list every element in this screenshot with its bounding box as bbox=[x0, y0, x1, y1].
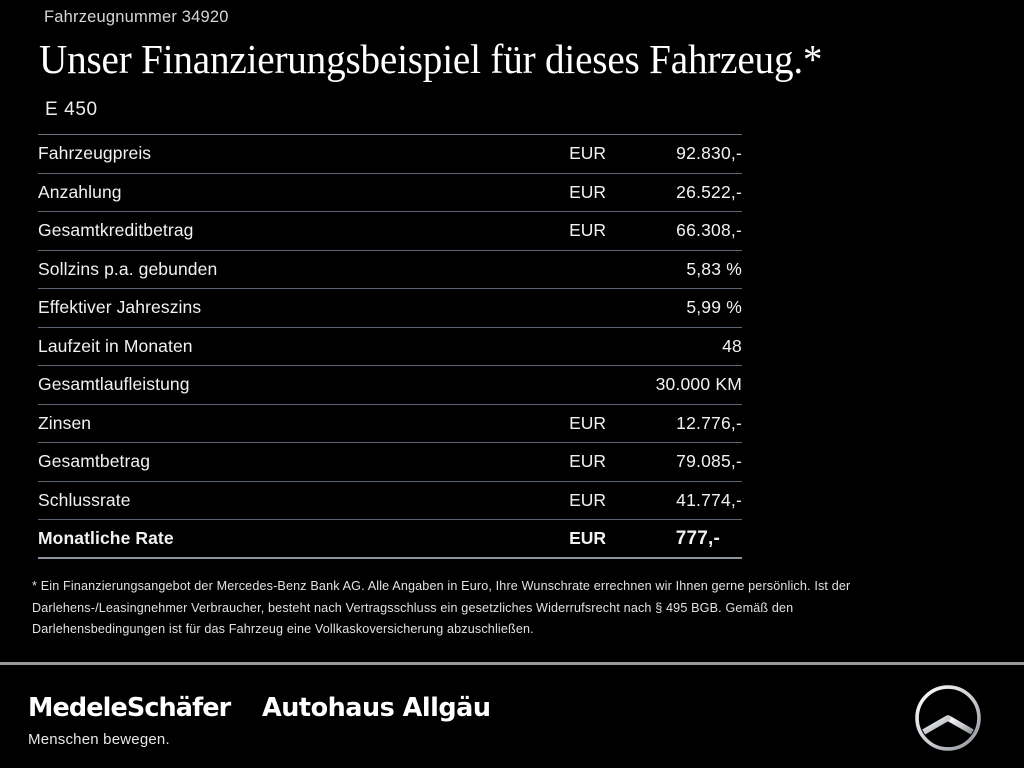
mercedes-benz-star-icon bbox=[912, 682, 984, 754]
row-value: 30.000 KM bbox=[606, 365, 742, 405]
table-row: Effektiver Jahreszins 5,99 % bbox=[38, 288, 742, 328]
page-footer: MedeleSchäfer Menschen bewegen. Autohaus… bbox=[0, 665, 1024, 768]
row-currency: EUR bbox=[464, 442, 607, 482]
row-currency bbox=[464, 365, 607, 405]
row-value: 5,99 % bbox=[606, 288, 742, 328]
footer-divider bbox=[0, 662, 1024, 665]
row-label: Fahrzeugpreis bbox=[38, 134, 465, 174]
table-row: Gesamtlaufleistung 30.000 KM bbox=[38, 365, 742, 405]
row-value: 5,83 % bbox=[606, 250, 742, 289]
row-currency: EUR bbox=[464, 211, 607, 251]
row-value: 12.776,- bbox=[606, 404, 742, 443]
row-label: Gesamtkreditbetrag bbox=[38, 211, 465, 251]
row-value: 777,- bbox=[606, 519, 742, 559]
row-value: 48 bbox=[606, 327, 742, 366]
table-row: Fahrzeugpreis EUR 92.830,- bbox=[38, 134, 742, 174]
row-label: Laufzeit in Monaten bbox=[38, 327, 465, 366]
row-label: Zinsen bbox=[38, 404, 465, 443]
table-row-total: Monatliche Rate EUR 777,- bbox=[38, 519, 742, 559]
table-row: Laufzeit in Monaten 48 bbox=[38, 327, 742, 366]
table-row: Gesamtkreditbetrag EUR 66.308,- bbox=[38, 211, 742, 251]
page-title: Unser Finanzierungsbeispiel für dieses F… bbox=[39, 36, 823, 82]
finance-table: Fahrzeugpreis EUR 92.830,- Anzahlung EUR… bbox=[38, 134, 742, 559]
row-currency bbox=[464, 288, 607, 328]
finance-table-body: Fahrzeugpreis EUR 92.830,- Anzahlung EUR… bbox=[38, 134, 742, 559]
row-value: 92.830,- bbox=[606, 134, 742, 174]
row-currency: EUR bbox=[464, 404, 607, 443]
table-row: Anzahlung EUR 26.522,- bbox=[38, 173, 742, 212]
row-label: Sollzins p.a. gebunden bbox=[38, 250, 465, 289]
row-currency bbox=[464, 250, 607, 289]
table-row: Gesamtbetrag EUR 79.085,- bbox=[38, 442, 742, 482]
row-label: Monatliche Rate bbox=[38, 519, 465, 559]
row-currency: EUR bbox=[464, 134, 607, 174]
dealer-logo-medeleschaefer: MedeleSchäfer Menschen bewegen. bbox=[28, 693, 231, 748]
row-value: 79.085,- bbox=[606, 442, 742, 482]
legal-footnote: * Ein Finanzierungsangebot der Mercedes-… bbox=[32, 579, 851, 636]
table-row: Schlussrate EUR 41.774,- bbox=[38, 481, 742, 520]
row-label: Anzahlung bbox=[38, 173, 465, 212]
row-label: Effektiver Jahreszins bbox=[38, 288, 465, 328]
row-label: Gesamtlaufleistung bbox=[38, 365, 465, 405]
row-label: Schlussrate bbox=[38, 481, 465, 520]
row-value: 41.774,- bbox=[606, 481, 742, 520]
row-value: 66.308,- bbox=[606, 211, 742, 251]
row-currency: EUR bbox=[464, 481, 607, 520]
table-row: Sollzins p.a. gebunden 5,83 % bbox=[38, 250, 742, 289]
row-label: Gesamtbetrag bbox=[38, 442, 465, 482]
vehicle-model: E 450 bbox=[45, 99, 98, 120]
row-currency: EUR bbox=[464, 519, 607, 559]
row-value: 26.522,- bbox=[606, 173, 742, 212]
dealer-claim: Menschen bewegen. bbox=[28, 731, 170, 748]
vehicle-number: Fahrzeugnummer 34920 bbox=[44, 8, 229, 26]
row-currency bbox=[464, 327, 607, 366]
dealer-name-secondary: Autohaus Allgäu bbox=[262, 693, 491, 723]
row-currency: EUR bbox=[464, 173, 607, 212]
dealer-name-primary: MedeleSchäfer bbox=[28, 693, 231, 723]
table-row: Zinsen EUR 12.776,- bbox=[38, 404, 742, 443]
